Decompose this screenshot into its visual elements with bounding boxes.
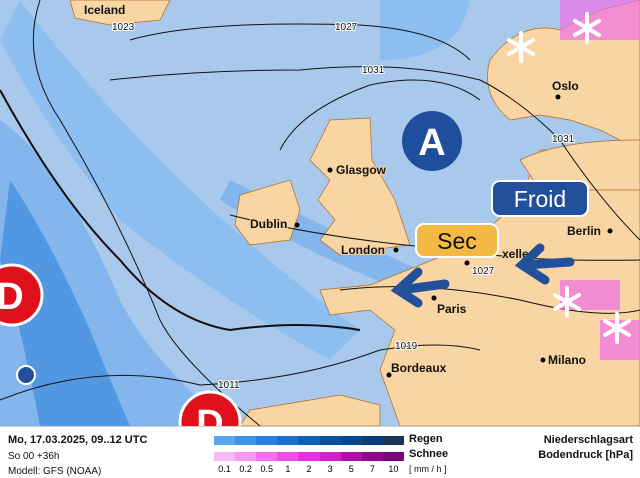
scale-tick: 2	[306, 464, 312, 474]
scale-tick: 10	[388, 464, 399, 474]
scale-tick: 0.1	[218, 464, 231, 474]
snow-label: Schnee	[409, 448, 449, 460]
legend-title-pressure: Bodendruck [hPa]	[538, 449, 633, 461]
legend-title-precip-type: Niederschlagsart	[543, 434, 633, 446]
svg-text:Glasgow: Glasgow	[336, 163, 387, 177]
high-pressure-marker: A	[402, 111, 462, 171]
rain-scale-swatch	[298, 436, 320, 445]
snow-scale-swatch	[214, 452, 236, 461]
isobars	[0, 0, 640, 426]
rain-areas	[0, 0, 470, 426]
low-pressure-marker: D	[0, 263, 44, 327]
scale-tick: 1	[285, 464, 291, 474]
svg-text:Bordeaux: Bordeaux	[391, 361, 447, 375]
snow-scale-swatch	[277, 452, 299, 461]
rain-scale-swatch	[382, 436, 404, 445]
legend: Mo, 17.03.2025, 09..12 UTC So 00 +36h Mo…	[0, 426, 640, 478]
svg-text:1011: 1011	[218, 380, 240, 391]
rain-color-scale	[214, 436, 404, 445]
rain-scale-swatch	[361, 436, 383, 445]
rain-scale-swatch	[214, 436, 236, 445]
rain-scale-swatch	[277, 436, 299, 445]
weather-map: 1027 1031 1031 1027 1019 1011 1023 Icela…	[0, 0, 640, 426]
svg-text:Froid: Froid	[514, 186, 566, 212]
svg-text:Iceland: Iceland	[84, 3, 125, 17]
svg-text:Oslo: Oslo	[552, 79, 579, 93]
wind-arrow-icon	[390, 243, 575, 308]
snow-scale-swatch	[361, 452, 383, 461]
svg-text:Dublin: Dublin	[250, 217, 287, 231]
snow-scale-swatch	[256, 452, 278, 461]
scale-tick: 5	[348, 464, 354, 474]
rain-scale-swatch	[235, 436, 257, 445]
forecast-date: Mo, 17.03.2025, 09..12 UTC	[8, 434, 148, 446]
globe-icon[interactable]	[16, 365, 36, 385]
unit-label: [ mm / h ]	[409, 464, 447, 474]
scale-ticks: 0.1 0.2 0.5 1 2 3 5 7 10	[214, 464, 404, 474]
snow-scale-swatch	[319, 452, 341, 461]
svg-text:1027: 1027	[472, 266, 495, 277]
snow-color-scale	[214, 452, 404, 461]
forecast-run: So 00 +36h	[8, 451, 60, 462]
rain-scale-swatch	[319, 436, 341, 445]
snow-scale-swatch	[340, 452, 362, 461]
svg-text:Berlin: Berlin	[567, 224, 601, 238]
froid-callout: Froid	[491, 180, 589, 217]
sec-callout: Sec	[415, 223, 499, 258]
rain-scale-swatch	[340, 436, 362, 445]
svg-text:1027: 1027	[335, 22, 358, 33]
svg-text:Milano: Milano	[548, 353, 586, 367]
snowflake-icon	[507, 12, 631, 344]
isobar-labels: 1027 1031 1031 1027 1019 1011 1023	[111, 21, 576, 392]
scale-tick: 3	[327, 464, 333, 474]
scale-tick: 0.5	[260, 464, 274, 474]
snow-scale-swatch	[235, 452, 257, 461]
scale-tick: 7	[369, 464, 375, 474]
svg-text:A: A	[418, 122, 445, 164]
low-pressure-marker: D	[178, 390, 242, 426]
snow-scale-swatch	[382, 452, 404, 461]
svg-text:Sec: Sec	[437, 228, 477, 254]
svg-text:1031: 1031	[552, 134, 575, 145]
svg-text:Paris: Paris	[437, 302, 467, 316]
svg-text:1019: 1019	[395, 341, 418, 352]
rain-label: Regen	[409, 433, 443, 445]
svg-text:1023: 1023	[112, 22, 135, 33]
rain-scale-swatch	[256, 436, 278, 445]
svg-text:D: D	[0, 276, 24, 318]
scale-tick: 0.2	[239, 464, 252, 474]
svg-text:D: D	[196, 403, 223, 426]
svg-text:London: London	[341, 243, 385, 257]
model-name: Modell: GFS (NOAA)	[8, 466, 102, 477]
snow-scale-swatch	[298, 452, 320, 461]
land	[69, 0, 640, 426]
svg-text:1031: 1031	[362, 65, 385, 76]
